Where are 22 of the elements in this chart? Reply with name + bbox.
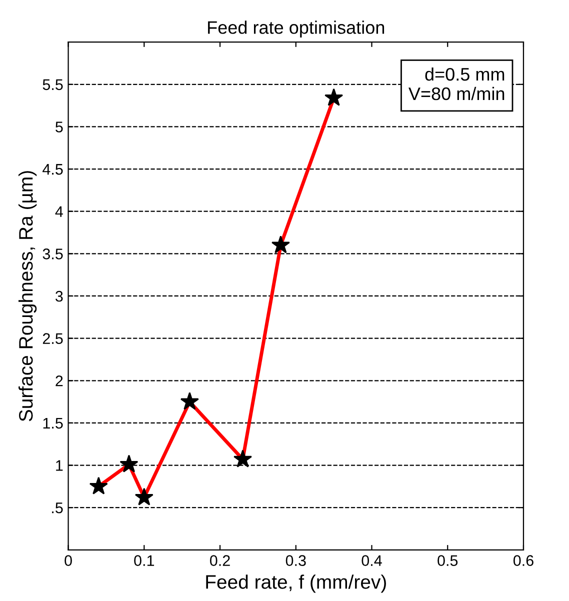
y-tick-label: 4.5 [42, 164, 63, 175]
x-tick-label: 0.6 [513, 555, 534, 566]
y-tick-label: 1 [56, 460, 63, 471]
y-tick-label: 2 [56, 376, 63, 386]
x-tick-label: 0.1 [134, 555, 154, 566]
y-tick-label: 1.5 [43, 418, 63, 429]
x-tick-label: 0 [64, 555, 72, 566]
x-tick-label: 0.5 [438, 555, 458, 566]
y-tick-label: 3 [56, 290, 63, 302]
y-tick-label: 2.5 [42, 333, 63, 344]
y-tick-label: .5 [52, 502, 63, 514]
y-tick-label: 4 [55, 206, 63, 217]
y-tick-label: 3.5 [42, 248, 63, 260]
y-tick-label: 5.5 [42, 79, 63, 90]
x-tick-label: 0.4 [362, 555, 382, 566]
chart-title: Feed rate optimisation [208, 20, 384, 38]
x-tick-label: 0.2 [210, 555, 230, 566]
x-tick-label: 0.3 [286, 555, 306, 566]
y-axis-title: Surface Roughness, Ra (µm) [18, 171, 37, 422]
y-tick-label: 5 [56, 122, 63, 132]
x-axis-title: Feed rate, f (mm/rev) [206, 574, 386, 593]
annotation: d=0.5 mm V=80 m/min [408, 67, 504, 100]
